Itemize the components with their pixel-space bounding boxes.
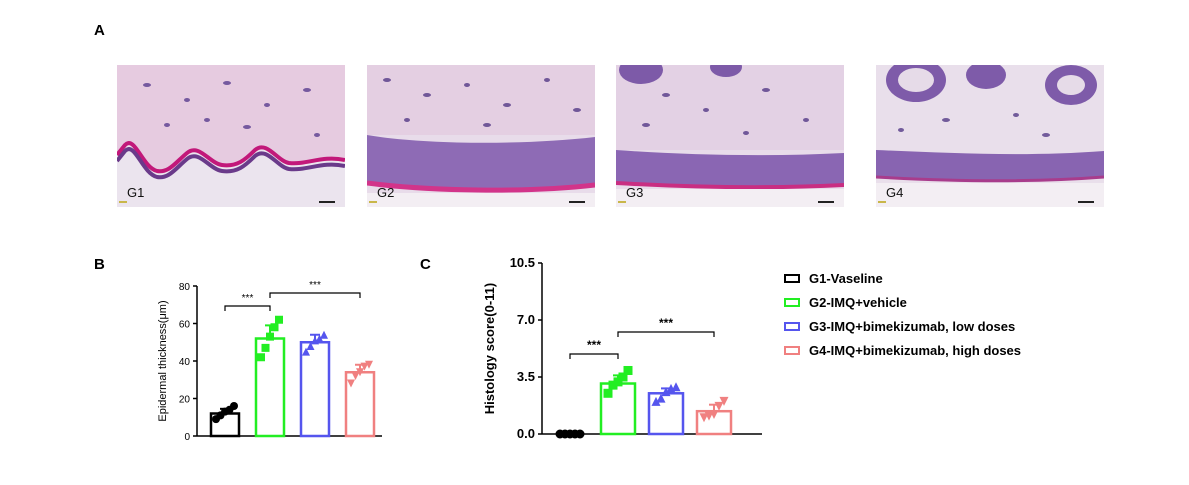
data-point bbox=[266, 332, 274, 341]
data-point bbox=[261, 343, 270, 352]
data-point bbox=[270, 323, 279, 332]
panel-letter-c: C bbox=[420, 256, 431, 273]
y-tick-label: 0.0 bbox=[517, 426, 535, 441]
significance-bracket bbox=[569, 353, 619, 359]
data-point bbox=[356, 368, 364, 377]
data-point bbox=[623, 365, 633, 375]
data-point bbox=[613, 377, 623, 387]
micrograph-g2-label: G2 bbox=[377, 185, 395, 200]
legend-label-g3: G3-IMQ+bimekizumab, low doses bbox=[809, 318, 1016, 334]
micrograph-g4-scale-marker bbox=[878, 201, 886, 203]
y-tick-label: 0 bbox=[184, 432, 190, 443]
bar bbox=[647, 392, 685, 436]
micrograph-g2-scale-marker bbox=[369, 201, 377, 203]
legend-item-g2: G2-IMQ+vehicle bbox=[784, 290, 1114, 314]
data-point bbox=[714, 401, 724, 411]
data-point bbox=[651, 396, 661, 406]
data-point bbox=[671, 382, 681, 392]
y-axis-label: Epidermal thickness(μm) bbox=[157, 300, 169, 421]
significance-label: *** bbox=[659, 316, 673, 330]
micrograph-g3-label: G3 bbox=[626, 185, 644, 200]
legend-swatch-g3 bbox=[784, 321, 800, 331]
micrograph-g4: G4 bbox=[876, 65, 1104, 207]
micrograph-g1-label: G1 bbox=[127, 185, 145, 200]
data-point bbox=[618, 372, 628, 382]
micrograph-g2-scale-bar bbox=[569, 201, 585, 203]
micrograph-g3: G3 bbox=[616, 65, 844, 207]
micrograph-g1-image bbox=[117, 65, 345, 207]
legend-label-g4: G4-IMQ+bimekizumab, high doses bbox=[809, 342, 1022, 358]
micrograph-g1: G1 bbox=[117, 65, 345, 207]
data-point bbox=[365, 360, 373, 369]
y-tick-label: 80 bbox=[179, 282, 191, 293]
legend-item-g4: G4-IMQ+bimekizumab, high doses bbox=[784, 338, 1114, 362]
data-point bbox=[709, 409, 719, 419]
legend-label-g1: G1-Vaseline bbox=[809, 270, 883, 286]
data-point bbox=[257, 353, 265, 362]
legend: G1-Vaseline G2-IMQ+vehicle G3-IMQ+bimeki… bbox=[784, 266, 1114, 362]
micrograph-g3-image bbox=[616, 65, 844, 207]
micrograph-g1-scale-bar bbox=[319, 201, 335, 203]
legend-item-g1: G1-Vaseline bbox=[784, 266, 1114, 290]
data-point bbox=[302, 347, 310, 356]
bar bbox=[299, 341, 331, 438]
data-point bbox=[608, 380, 618, 390]
data-point bbox=[704, 411, 714, 421]
micrograph-g3-scale-bar bbox=[818, 201, 834, 203]
data-point bbox=[230, 402, 238, 410]
data-point bbox=[575, 429, 585, 439]
micrograph-g2: G2 bbox=[367, 65, 595, 207]
y-tick-label: 7.0 bbox=[517, 312, 535, 327]
legend-label-g2: G2-IMQ+vehicle bbox=[809, 294, 907, 310]
y-tick-label: 20 bbox=[179, 395, 191, 406]
data-point bbox=[320, 330, 328, 339]
legend-item-g3: G3-IMQ+bimekizumab, low doses bbox=[784, 314, 1114, 338]
bar bbox=[254, 337, 286, 438]
data-point bbox=[275, 315, 283, 324]
panel-letter-b: B bbox=[94, 256, 105, 273]
data-point bbox=[661, 387, 671, 397]
data-point bbox=[656, 393, 666, 403]
micrograph-g3-scale-marker bbox=[618, 201, 626, 203]
data-point bbox=[719, 396, 729, 406]
y-tick-label: 40 bbox=[179, 357, 191, 368]
micrograph-g4-scale-bar bbox=[1078, 201, 1094, 203]
significance-bracket bbox=[269, 292, 361, 298]
chart-epidermal-thickness: 0 20 40 60 80 Epidermal thickness(μm) *** *** bbox=[157, 280, 382, 443]
data-point bbox=[351, 372, 360, 380]
significance-label: *** bbox=[587, 338, 601, 352]
chart-histology-score: 0.0 3.5 7.0 10.5 Histology score(0-11) *** *** bbox=[482, 255, 762, 441]
legend-swatch-g2 bbox=[784, 297, 800, 307]
data-point bbox=[360, 362, 369, 371]
y-tick-label: 3.5 bbox=[517, 369, 535, 384]
y-tick-label: 60 bbox=[179, 320, 191, 331]
micrograph-g2-image bbox=[367, 65, 595, 207]
significance-bracket bbox=[224, 305, 271, 311]
micrograph-g4-image bbox=[876, 65, 1104, 207]
data-point bbox=[315, 334, 324, 343]
significance-label: *** bbox=[242, 293, 254, 304]
data-point bbox=[347, 379, 355, 388]
micrograph-g4-label: G4 bbox=[886, 185, 904, 200]
y-axis-label: Histology score(0-11) bbox=[482, 283, 497, 415]
legend-swatch-g1 bbox=[784, 273, 800, 283]
y-tick-label: 10.5 bbox=[510, 255, 535, 270]
data-point bbox=[306, 342, 315, 350]
significance-bracket bbox=[617, 331, 715, 337]
significance-label: *** bbox=[309, 280, 321, 291]
data-point bbox=[699, 413, 709, 423]
data-point bbox=[603, 388, 613, 398]
legend-swatch-g4 bbox=[784, 345, 800, 355]
micrograph-g1-scale-marker bbox=[119, 201, 127, 203]
panel-letter-a: A bbox=[94, 22, 105, 39]
